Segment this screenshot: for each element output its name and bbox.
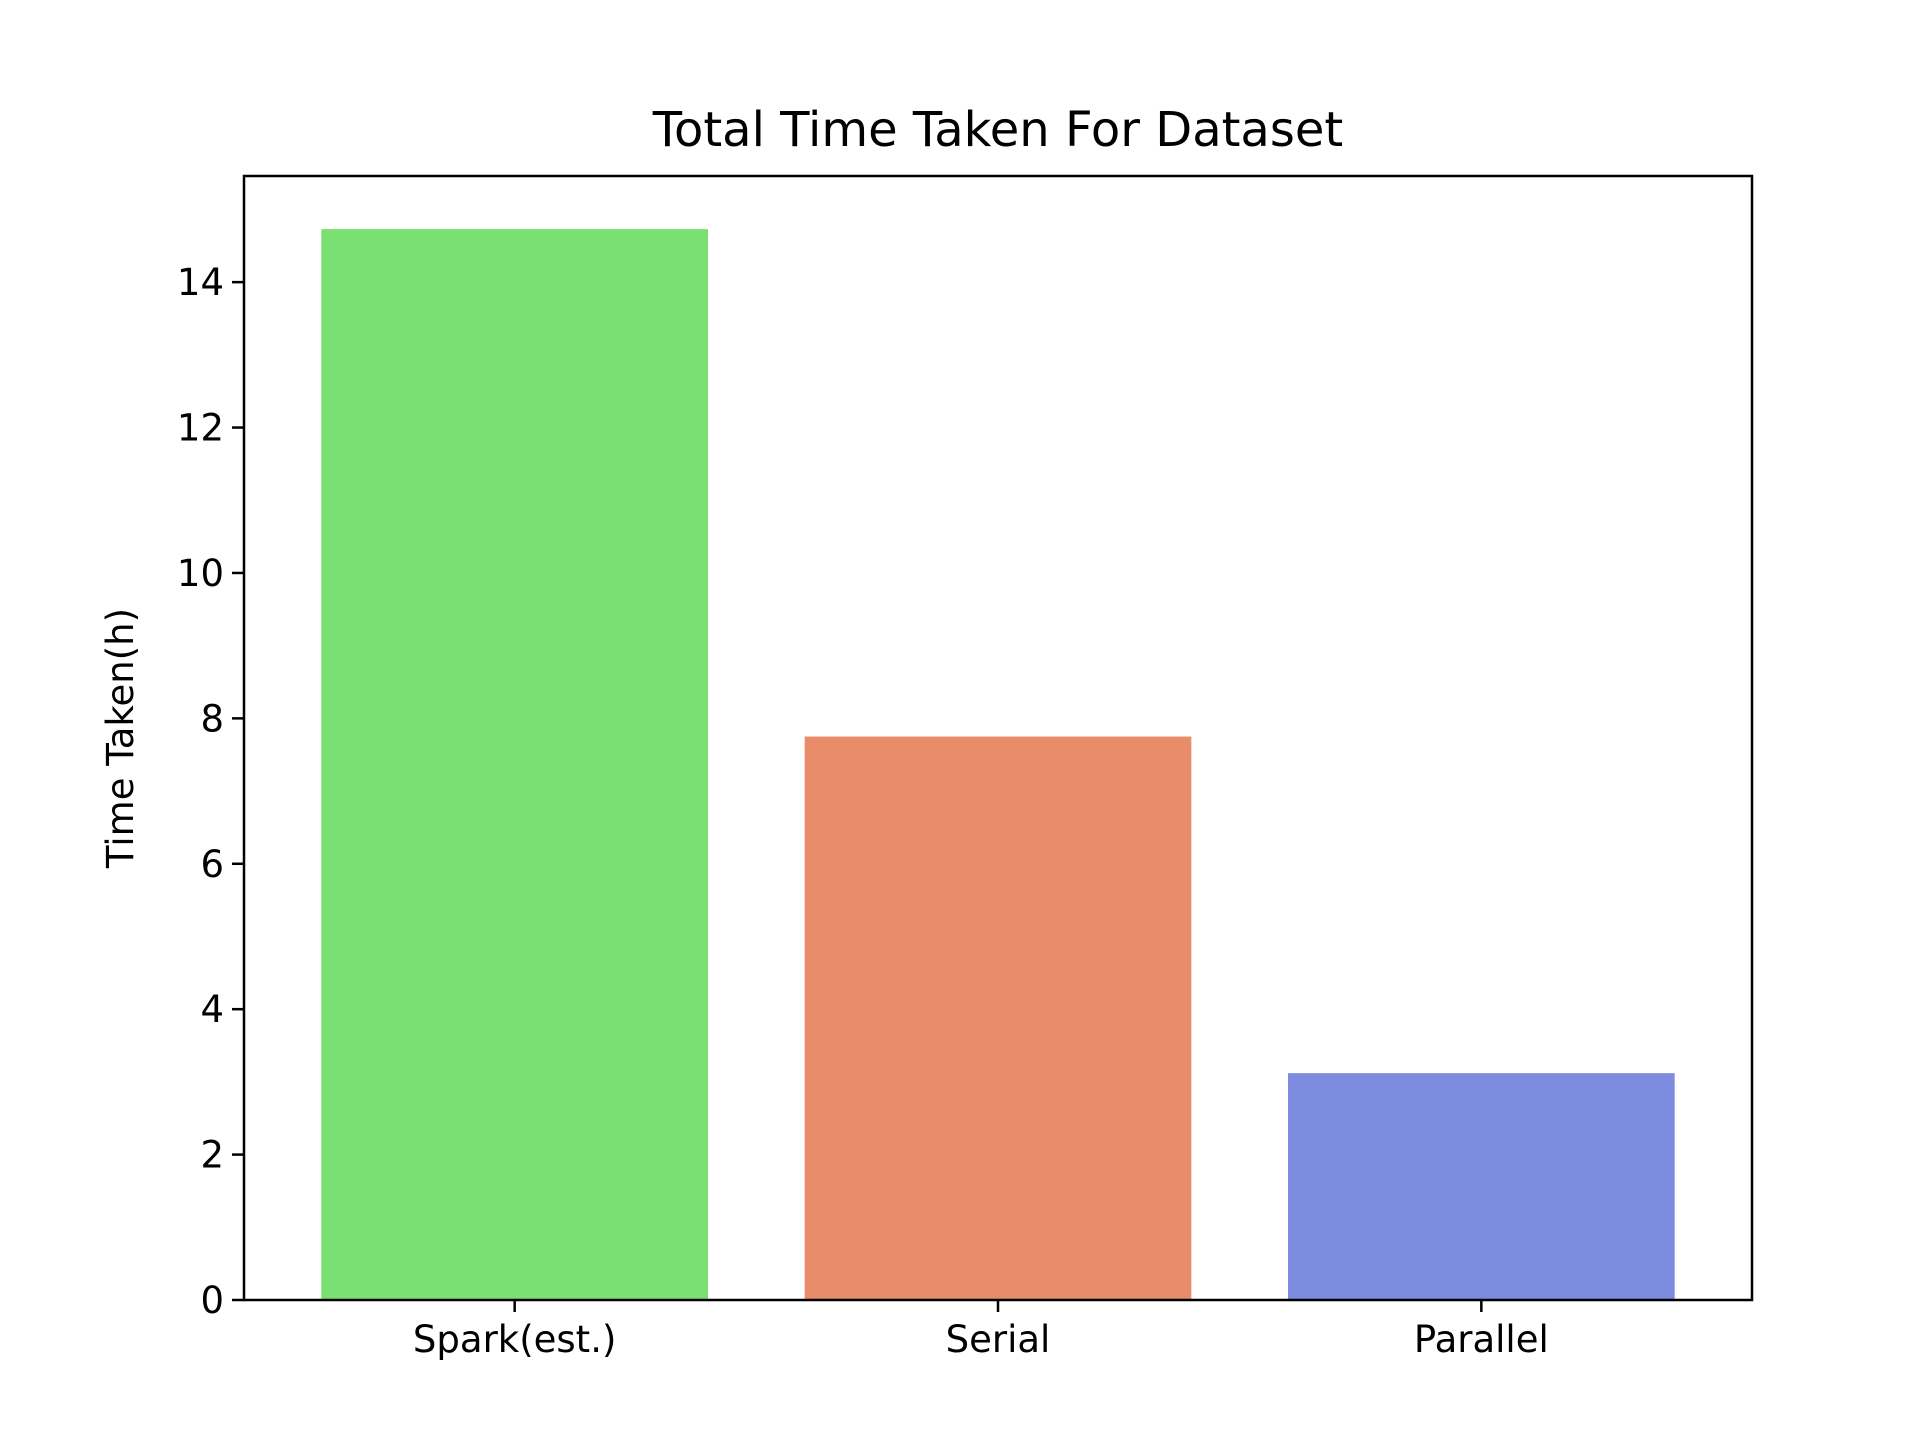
x-tick-label: Spark(est.) (413, 1318, 616, 1361)
plot-frame (242, 174, 1754, 1302)
bars-layer (321, 229, 1675, 1301)
ticks-layer: 0 2 4 6 8 10 12 14 Spark(est.) Serial Parallel (177, 261, 1549, 1361)
bar-parallel (1288, 1073, 1675, 1300)
y-tick-label: 8 (200, 697, 224, 740)
y-tick-label: 10 (177, 552, 224, 595)
y-tick-label: 2 (200, 1134, 224, 1177)
x-tick-label: Parallel (1414, 1318, 1549, 1361)
bar-serial (804, 736, 1192, 1300)
y-tick-label: 14 (177, 261, 224, 304)
bar-spark-est (321, 229, 708, 1301)
chart-title: Total Time Taken For Dataset (652, 102, 1343, 158)
y-tick-label: 12 (177, 407, 224, 450)
y-axis-label: Time Taken(h) (99, 608, 142, 869)
y-tick-label: 6 (200, 843, 224, 886)
y-tick-label: 4 (200, 988, 224, 1031)
x-tick-label: Serial (946, 1318, 1051, 1361)
y-tick-label: 0 (200, 1279, 224, 1322)
